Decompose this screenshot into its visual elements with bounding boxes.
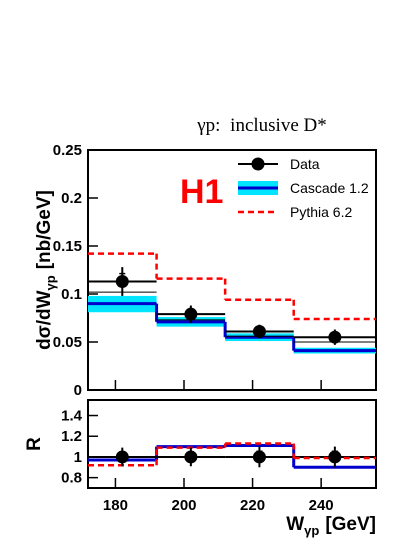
legend-data-marker (251, 157, 265, 171)
legend-pythia-label: Pythia 6.2 (290, 204, 352, 220)
x-tick-label: 180 (103, 497, 128, 514)
legend-cascade-label: Cascade 1.2 (290, 180, 369, 196)
ratio-y-axis-label: R (24, 437, 45, 451)
chart-title: γp: inclusive D* (196, 115, 327, 136)
ratio-data-point (252, 450, 266, 464)
experiment-label: H1 (180, 173, 223, 211)
main-y-axis-label-sub: γp (43, 275, 58, 290)
main-y-axis-label: dσ/dWγp [nb/GeV] (34, 190, 58, 350)
x-tick-label: 200 (171, 497, 196, 514)
main-frame (87, 149, 377, 391)
ratio-plot-area (88, 442, 376, 469)
ratio-y-tick-label: 1.4 (61, 408, 83, 425)
main-y-tick-label: 0.15 (53, 238, 82, 255)
main-data-point (184, 307, 198, 321)
chart-title-prefix: γp: (196, 115, 220, 136)
legend-data-label: Data (290, 156, 320, 172)
x-axis-label-sub: γp (304, 523, 319, 538)
x-axis-label-main: W (286, 514, 304, 535)
main-y-tick-label: 0.2 (61, 190, 82, 207)
main-y-axis-label-main: dσ/dW (34, 290, 55, 349)
x-tick-label: 240 (309, 497, 334, 514)
x-axis-label: Wγp [GeV] (286, 514, 376, 538)
main-y-tick-label: 0.05 (53, 334, 82, 351)
main-panel: 0 0.05 0.1 0.15 0.2 0.25 H1 Data Cascade 1.2 … (34, 142, 377, 399)
ratio-data-point (328, 450, 342, 464)
main-data-point (252, 324, 266, 338)
main-y-axis-label-units: [nb/GeV] (34, 190, 55, 269)
x-axis-label-units: [GeV] (325, 514, 376, 535)
ratio-y-tick-label: 0.8 (61, 470, 82, 487)
ratio-data-point (184, 450, 198, 464)
x-tick-label: 220 (240, 497, 265, 514)
main-y-ticks: 0 0.05 0.1 0.15 0.2 0.25 (53, 142, 98, 399)
main-plot-area (88, 252, 376, 354)
ratio-y-tick-label: 1 (74, 449, 82, 466)
ratio-panel: 0.8 1 1.2 1.4 180 200 220 240 R Wγp [GeV] (24, 380, 377, 538)
main-y-tick-label: 0.1 (61, 286, 82, 303)
main-y-tick-label: 0 (74, 382, 82, 399)
ratio-y-tick-label: 1.2 (61, 428, 82, 445)
ratio-y-ticks: 0.8 1 1.2 1.4 (61, 408, 98, 487)
ratio-frame (87, 399, 377, 489)
main-data-point (328, 330, 342, 344)
x-ticks: 180 200 220 240 (103, 380, 334, 514)
ratio-data-point (115, 450, 129, 464)
main-y-tick-label: 0.25 (53, 142, 82, 159)
chart-title-main: inclusive D* (230, 115, 327, 136)
main-data-point (115, 275, 129, 289)
legend: Data Cascade 1.2 Pythia 6.2 (238, 156, 369, 220)
